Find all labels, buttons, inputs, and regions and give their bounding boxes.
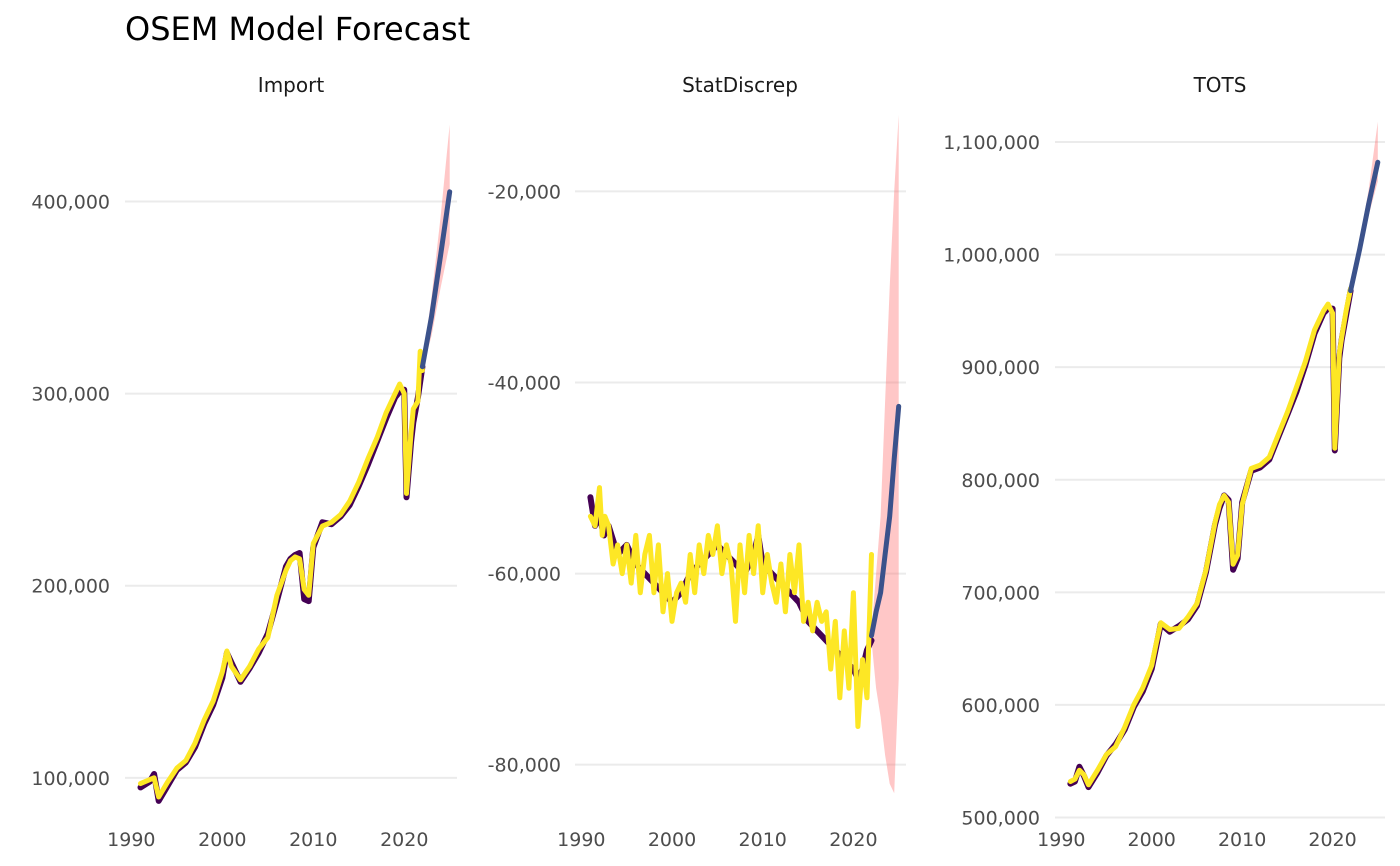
- y-tick-label: 400,000: [31, 191, 110, 213]
- forecast-series-line: [1348, 159, 1381, 294]
- forecast-series-line: [869, 403, 902, 639]
- y-tick-label: 1,100,000: [943, 132, 1040, 154]
- x-tick-label: 2000: [648, 829, 696, 851]
- x-tick-label: 1990: [557, 829, 605, 851]
- y-tick-label: 900,000: [961, 357, 1040, 379]
- y-tick-label: -40,000: [488, 373, 561, 395]
- panel-strip-label: Import: [258, 73, 325, 97]
- panel-statdiscrep: StatDiscrep -80,000 -60,000 -40,000 -20,000 1…: [488, 73, 906, 851]
- facet-panels: Import 100,000 200,000 300,000 400,000 1990 20…: [31, 73, 1385, 851]
- panel-strip-label: TOTS: [1193, 73, 1247, 97]
- x-tick-label: 1990: [107, 829, 155, 851]
- fitted-series-line: [587, 485, 874, 729]
- fitted-series-line: [138, 348, 425, 800]
- panel-strip-label: StatDiscrep: [682, 73, 798, 97]
- x-tick-label: 2020: [1308, 829, 1356, 851]
- x-tick-label: 2000: [198, 829, 246, 851]
- y-tick-label: -60,000: [488, 564, 561, 586]
- y-tick-label: 100,000: [31, 768, 110, 790]
- panel-import: Import 100,000 200,000 300,000 400,000 1990 20…: [31, 73, 457, 851]
- fitted-series-line: [1067, 285, 1354, 788]
- x-tick-label: 2010: [289, 829, 337, 851]
- y-tick-label: -80,000: [488, 755, 561, 777]
- forecast-series-line: [419, 189, 453, 370]
- panel-tots: TOTS 500,000 600,000 700,000 800,000 900,000 1…: [943, 73, 1385, 851]
- x-tick-label: 2020: [829, 829, 877, 851]
- y-tick-label: 600,000: [961, 695, 1040, 717]
- x-tick-label: 2010: [739, 829, 787, 851]
- x-tick-label: 2010: [1218, 829, 1266, 851]
- y-tick-label: -20,000: [488, 181, 561, 203]
- y-tick-label: 300,000: [31, 384, 110, 406]
- x-tick-label: 2000: [1128, 829, 1176, 851]
- y-tick-label: 500,000: [961, 807, 1040, 829]
- forecast-interval-band: [871, 115, 899, 794]
- y-tick-label: 800,000: [961, 470, 1040, 492]
- y-tick-label: 200,000: [31, 576, 110, 598]
- x-tick-label: 1990: [1037, 829, 1085, 851]
- y-tick-label: 1,000,000: [943, 245, 1040, 267]
- y-tick-label: 700,000: [961, 582, 1040, 604]
- chart-title: OSEM Model Forecast: [125, 10, 470, 48]
- x-tick-label: 2020: [380, 829, 428, 851]
